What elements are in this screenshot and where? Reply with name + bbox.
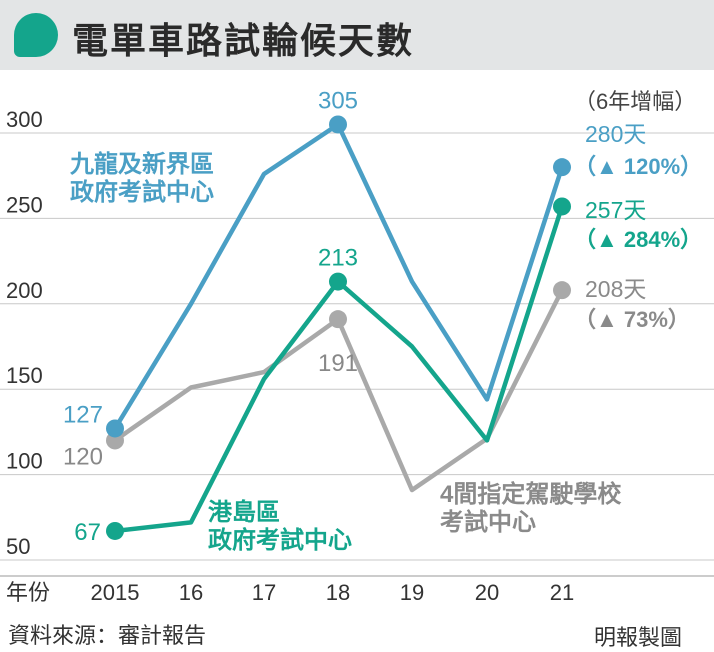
speech-bubble-icon bbox=[14, 13, 58, 57]
y-tick-label-300: 300 bbox=[6, 107, 43, 132]
series-name-island-line-1: 港島區 bbox=[208, 498, 280, 526]
end-value-island: 257天 bbox=[585, 197, 646, 223]
data-point-kowloon-0 bbox=[106, 419, 124, 438]
data-point-schools-3 bbox=[329, 310, 347, 329]
x-tick-label-20: 20 bbox=[475, 580, 499, 605]
end-value-kowloon: 280天 bbox=[585, 121, 646, 147]
y-tick-label-200: 200 bbox=[6, 278, 43, 303]
y-tick-label-100: 100 bbox=[6, 449, 43, 474]
source-note: 資料來源：審計報告 bbox=[8, 623, 207, 648]
data-point-island-6 bbox=[553, 197, 571, 216]
data-point-kowloon-6 bbox=[553, 158, 571, 177]
title-bar: 電單車路試輪候天數 bbox=[0, 0, 714, 70]
end-change-schools: （▲ 73%） bbox=[574, 307, 690, 332]
x-axis-label: 年份 bbox=[6, 580, 50, 605]
series-name-schools-line-2: 考試中心 bbox=[440, 508, 536, 536]
data-point-island-3 bbox=[329, 272, 347, 291]
chart-title: 電單車路試輪候天數 bbox=[72, 20, 415, 61]
x-tick-label-17: 17 bbox=[252, 580, 276, 605]
data-point-schools-6 bbox=[553, 281, 571, 300]
x-tick-label-21: 21 bbox=[550, 580, 574, 605]
y-tick-label-250: 250 bbox=[6, 192, 43, 217]
x-tick-label-19: 19 bbox=[400, 580, 424, 605]
x-tick-label-18: 18 bbox=[326, 580, 350, 605]
point-label-schools-3: 191 bbox=[318, 350, 358, 377]
unit-note: （6年增幅） bbox=[574, 89, 697, 114]
point-label-island-0: 67 bbox=[74, 519, 101, 546]
point-label-kowloon-3: 305 bbox=[318, 87, 358, 114]
end-change-kowloon: （▲ 120%） bbox=[574, 154, 702, 179]
series-name-kowloon-line-1: 九龍及新界區 bbox=[69, 150, 214, 178]
end-value-schools: 208天 bbox=[585, 276, 646, 302]
y-tick-label-150: 150 bbox=[6, 363, 43, 388]
point-label-island-3: 213 bbox=[318, 245, 358, 272]
data-point-kowloon-3 bbox=[329, 115, 347, 134]
data-point-island-0 bbox=[106, 521, 124, 540]
x-tick-label-16: 16 bbox=[179, 580, 203, 605]
point-label-kowloon-0: 127 bbox=[63, 401, 103, 428]
series-name-kowloon-line-2: 政府考試中心 bbox=[70, 178, 214, 206]
series-name-schools-line-1: 4間指定駕駛學校 bbox=[440, 480, 622, 508]
x-tick-label-2015: 2015 bbox=[91, 580, 140, 605]
end-change-island: （▲ 284%） bbox=[574, 227, 702, 252]
series-name-island-line-2: 政府考試中心 bbox=[208, 526, 352, 554]
point-label-schools-0: 120 bbox=[63, 443, 103, 470]
y-tick-label-50: 50 bbox=[6, 534, 30, 559]
credit: 明報製圖 bbox=[594, 625, 683, 650]
